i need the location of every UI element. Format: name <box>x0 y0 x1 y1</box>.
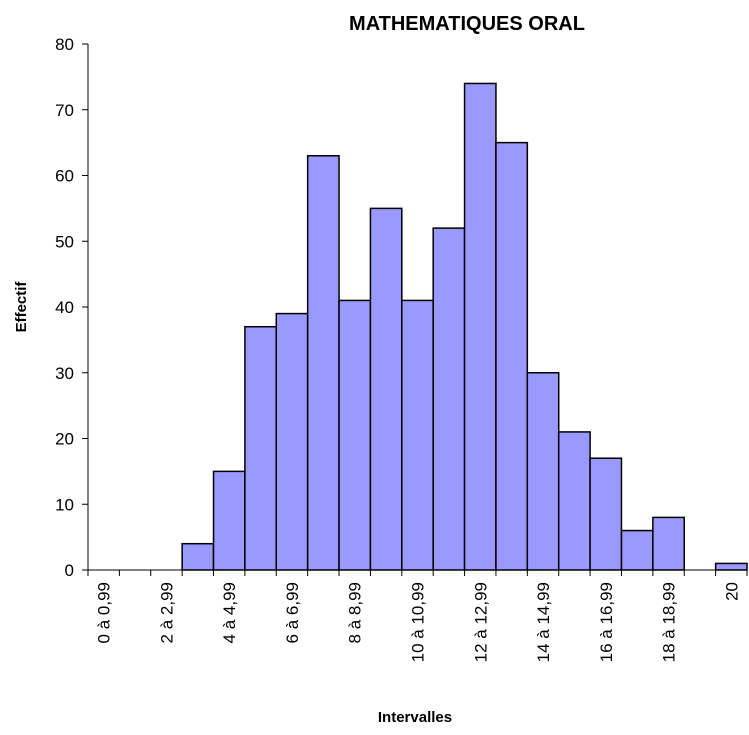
bar <box>620 529 654 571</box>
x-tick-label: 12 à 12,99 <box>471 582 490 662</box>
bar <box>432 227 466 571</box>
x-tick-label: 18 à 18,99 <box>660 582 679 662</box>
bar <box>338 299 372 571</box>
bar <box>652 516 685 571</box>
x-tick-label: 4 à 4,99 <box>220 582 239 643</box>
x-tick-label: 10 à 10,99 <box>409 582 428 662</box>
chart-title: MATHEMATIQUES ORAL <box>349 13 585 35</box>
bar <box>181 542 215 571</box>
bar <box>463 82 497 571</box>
x-tick-label: 20 <box>722 582 741 601</box>
x-tick-label: 0 à 0,99 <box>95 582 114 643</box>
y-tick-label: 20 <box>55 430 74 449</box>
bar <box>526 372 560 571</box>
y-axis-label: Effectif <box>13 281 30 333</box>
bar <box>401 299 434 571</box>
bar <box>495 141 529 571</box>
y-tick-label: 70 <box>55 101 74 120</box>
y-tick-label: 10 <box>55 495 74 514</box>
x-tick-label: 6 à 6,99 <box>283 582 302 643</box>
x-tick-label: 2 à 2,99 <box>157 582 176 643</box>
y-tick-label: 50 <box>55 232 74 251</box>
y-tick-label: 60 <box>55 167 74 186</box>
y-tick-label: 30 <box>55 364 74 383</box>
bar <box>212 470 246 571</box>
bar <box>714 562 748 571</box>
y-tick-label: 80 <box>55 35 74 54</box>
bar <box>275 312 309 571</box>
bar <box>306 155 340 571</box>
x-tick-label: 14 à 14,99 <box>534 582 553 662</box>
bar <box>589 457 623 571</box>
x-tick-label: 8 à 8,99 <box>346 582 365 643</box>
x-tick-label: 16 à 16,99 <box>597 582 616 662</box>
x-axis-label: Intervalles <box>378 709 452 726</box>
y-tick-label: 40 <box>55 298 74 317</box>
bar <box>369 207 403 571</box>
bar <box>244 325 278 571</box>
y-tick-label: 0 <box>65 561 74 580</box>
bar <box>557 431 591 571</box>
